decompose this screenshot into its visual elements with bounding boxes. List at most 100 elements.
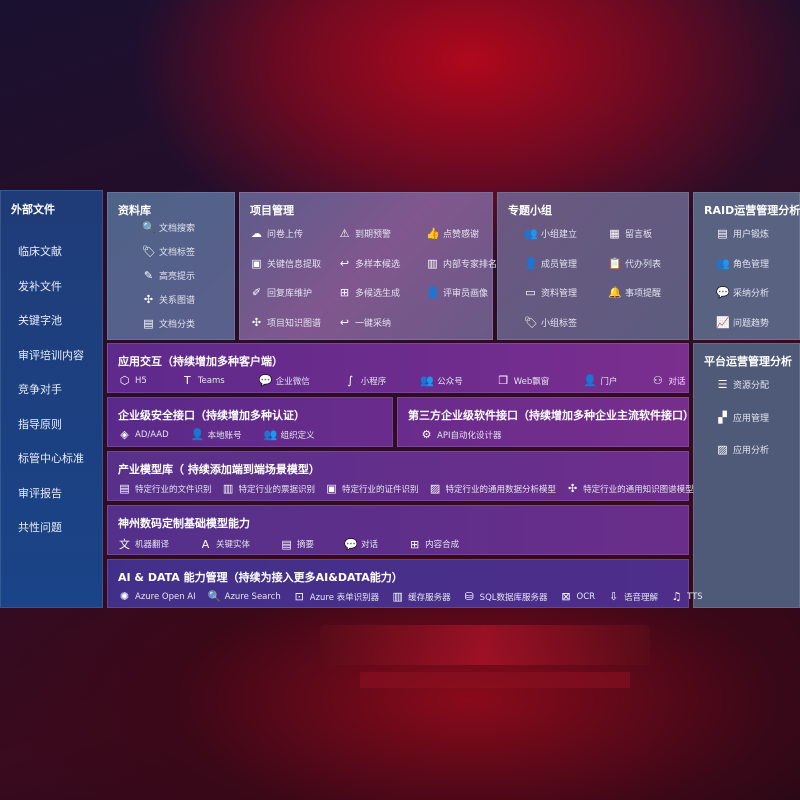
module-item[interactable]: ▤ 摘要 (280, 536, 314, 552)
module-item[interactable]: ☁ 问卷上传 (250, 227, 303, 240)
section-title: 企业级安全接口（持续增加多种认证） (118, 409, 305, 422)
module-item[interactable]: ▤ 用户锻炼 (716, 227, 769, 240)
summary-icon: ▤ (281, 537, 292, 551)
module-item[interactable]: ✺ Azure Open AI (118, 590, 196, 603)
module-item[interactable]: ✣ 特定行业的通用知识图谱模型 (566, 482, 694, 495)
edit-icon: ✐ (251, 286, 262, 299)
module-item[interactable]: 🏷 小组标签 (524, 316, 577, 329)
item-label: 机器翻译 (135, 540, 170, 550)
external-file-item[interactable]: 关键字池 (18, 314, 62, 327)
external-file-item[interactable]: 审评培训内容 (18, 348, 84, 362)
security-interface-panel: 企业级安全接口（持续增加多种认证） ◈ AD/AAD 👤 本地账号 👥 组织定义 (107, 397, 393, 447)
module-item[interactable]: ▥ 内部专家排名 (426, 257, 497, 270)
module-item[interactable]: 📋 代办列表 (608, 257, 661, 270)
project-panel: 项目管理 ☁ 问卷上传 ⚠ 到期预警 👍 点赞感谢 ▣ 关键信息提取 ↩ 多样本候选 ▥ 内部专家排名 ✐… (239, 192, 497, 340)
item-label: Web飘窗 (513, 376, 550, 387)
module-item[interactable]: ⚠ 到期预警 (338, 227, 391, 240)
module-item[interactable]: ▦ 留言板 (608, 227, 652, 240)
module-item[interactable]: 文机器翻译 (118, 536, 169, 552)
item-label: 项目知识图谱 (267, 318, 322, 329)
module-item[interactable]: ⊡ Azure 表单识别器 (293, 590, 380, 603)
external-file-item[interactable]: 共性问题 (18, 521, 62, 534)
local-account-icon: 👤 (190, 428, 205, 441)
module-item[interactable]: 🏷 文档标签 (142, 245, 195, 258)
item-label: 内部专家排名 (443, 259, 498, 270)
module-item[interactable]: 🔔 事项提醒 (608, 286, 661, 299)
bell-icon: 🔔 (608, 286, 622, 299)
module-item[interactable]: ⬡ H5 (118, 374, 147, 387)
module-item[interactable]: ◈ AD/AAD (118, 428, 168, 441)
graph-icon: ✣ (567, 482, 578, 495)
module-item[interactable]: ▣ 关键信息提取 (250, 257, 321, 270)
item-label: 高亮提示 (159, 272, 196, 282)
module-item[interactable]: ✣ 关系图谱 (142, 293, 195, 306)
module-item[interactable]: 🔍 文档搜索 (142, 221, 195, 234)
module-item[interactable]: 🔍 Azure Search (208, 590, 281, 603)
module-item[interactable]: ✣ 项目知识图谱 (250, 316, 321, 329)
reply-icon: ↩ (339, 315, 350, 329)
form-icon: ⊡ (294, 590, 304, 603)
group-icon: 👥 (716, 256, 730, 270)
external-file-item[interactable]: 发补文件 (18, 279, 62, 293)
module-item[interactable]: ⚇ 对话 (651, 374, 685, 387)
module-item[interactable]: 👤 评审员画像 (426, 286, 488, 299)
section-title: 第三方企业级软件接口（持续增加多种企业主流软件接口） (408, 409, 694, 422)
module-item[interactable]: 📈 问题趋势 (716, 316, 769, 329)
module-item[interactable]: ▭ 资料管理 (524, 286, 577, 299)
external-file-item[interactable]: 指导原则 (18, 417, 62, 431)
module-item[interactable]: ⊠ OCR (560, 590, 596, 603)
topic-group-panel: 专题小组 👥 小组建立 ▦ 留言板 👤 成员管理 📋 代办列表 ▭ 资料管理 🔔 事项提醒 🏷 小组标签 (497, 192, 689, 340)
module-item[interactable]: ↩ 一键采纳 (338, 316, 391, 329)
module-item[interactable]: ♫ TTS (670, 590, 703, 603)
module-item[interactable]: 💬 企业微信 (259, 374, 310, 387)
module-item[interactable]: ∫ 小程序 (344, 374, 386, 387)
module-item[interactable]: T Teams (181, 374, 225, 387)
portal-icon: 👤 (583, 374, 598, 387)
module-item[interactable]: 💬 采纳分析 (716, 286, 769, 299)
module-item[interactable]: ▨ 特定行业的通用数据分析模型 (429, 482, 556, 495)
module-item[interactable]: 👤 成员管理 (524, 257, 577, 270)
trend-icon: 📈 (716, 315, 730, 329)
item-row: ◈ AD/AAD 👤 本地账号 👥 组织定义 (118, 428, 388, 441)
module-item[interactable]: ▤ 文档分类 (142, 317, 195, 330)
item-label: 多候选生成 (355, 289, 401, 299)
item-label: 评审员画像 (443, 289, 489, 299)
module-item[interactable]: 💬 对话 (344, 536, 378, 552)
module-item[interactable]: 👥 角色管理 (716, 257, 769, 270)
extract-icon: ▣ (251, 256, 262, 270)
base-model-panel: 神州数码定制基础模型能力文机器翻译 A 关键实体 ▤ 摘要 💬 对话 ⊞ 内容合成 (107, 505, 689, 555)
module-item[interactable]: ↩ 多样本候选 (338, 257, 400, 270)
module-item[interactable]: 👥 公众号 (420, 374, 463, 387)
module-item[interactable]: ▥ 缓存服务器 (391, 590, 450, 603)
module-item[interactable]: ⇩ 语音理解 (607, 590, 658, 603)
module-item[interactable]: ▥ 特定行业的票据识别 (222, 482, 315, 495)
section-title: 资料库 (118, 204, 151, 217)
module-item[interactable]: ☰ 资源分配 (716, 378, 769, 391)
module-item[interactable]: 👥 组织定义 (264, 428, 315, 441)
module-item[interactable]: ⛁ SQL数据库服务器 (463, 590, 548, 603)
module-item[interactable]: ⊞ 多候选生成 (338, 286, 400, 299)
item-label: OCR (576, 591, 596, 602)
chat-icon: 💬 (344, 537, 358, 551)
module-item[interactable]: ▞ 应用管理 (716, 411, 769, 424)
external-file-item[interactable]: 审评报告 (18, 486, 62, 500)
module-item[interactable]: 👤 本地账号 (191, 428, 242, 441)
module-item[interactable]: ✎ 高亮提示 (142, 269, 195, 282)
module-item[interactable]: ▨ 应用分析 (716, 443, 769, 456)
module-item[interactable]: ✐ 回复库维护 (250, 286, 312, 299)
module-item[interactable]: 👍 点赞感谢 (426, 227, 479, 240)
item-row: ✺ Azure Open AI 🔍 Azure Search ⊡ Azure 表单识别器 ▥… (118, 590, 703, 603)
module-item[interactable]: ⊞ 内容合成 (408, 536, 459, 552)
external-file-item[interactable]: 标管中心标准 (18, 452, 84, 465)
doc-class-icon: ▤ (143, 317, 154, 330)
module-item[interactable]: ⚙ API自动化设计器 (420, 428, 502, 441)
module-item[interactable]: ▣ 特定行业的证件识别 (325, 482, 418, 495)
module-item[interactable]: ▤ 特定行业的文件识别 (118, 482, 211, 495)
module-item[interactable]: 👤 门户 (583, 374, 617, 387)
module-item[interactable]: ❐ Web飘窗 (497, 374, 550, 387)
item-label: 多样本候选 (355, 259, 401, 270)
external-file-item[interactable]: 临床文献 (18, 245, 62, 258)
module-item[interactable]: 👥 小组建立 (524, 227, 577, 240)
module-item[interactable]: A 关键实体 (199, 536, 250, 552)
external-file-item[interactable]: 竞争对手 (18, 383, 62, 396)
